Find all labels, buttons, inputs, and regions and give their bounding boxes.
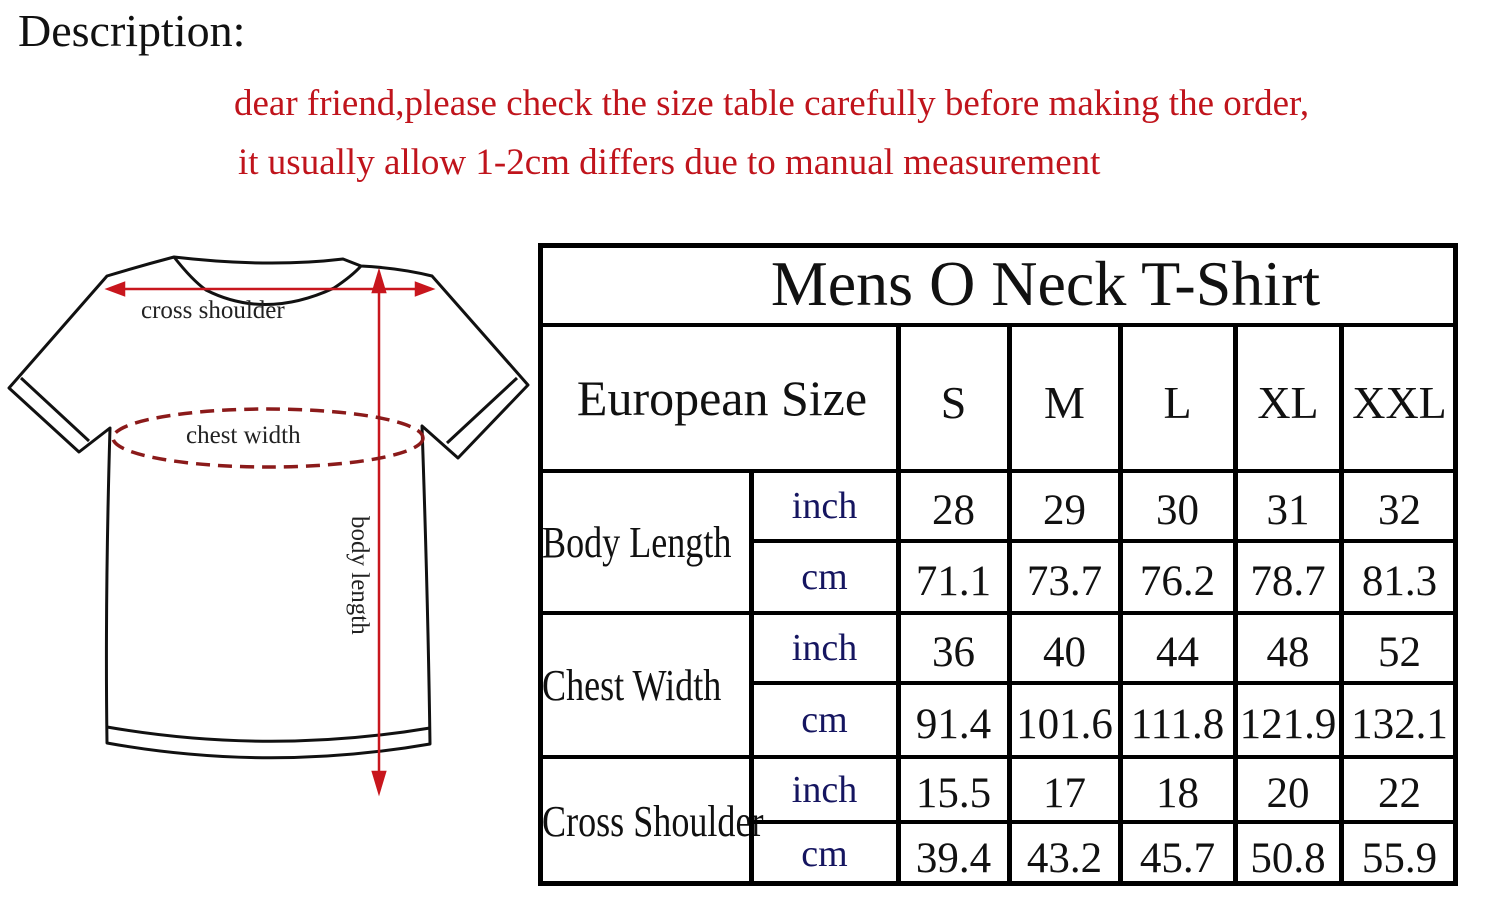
size-note-line-2: it usually allow 1-2cm differs due to ma… — [238, 142, 1101, 183]
table-border — [1118, 325, 1123, 886]
table-cell: 111.8 — [1130, 700, 1225, 748]
tshirt-outline — [7, 255, 530, 760]
size-table: Mens O Neck T-Shirt European Size S M L XL XXL… — [538, 243, 1458, 886]
size-column-header: XXL — [1352, 376, 1447, 428]
table-cell: 73.7 — [1026, 557, 1103, 605]
row-label: Body Length — [542, 517, 732, 567]
table-cell: 43.2 — [1026, 834, 1103, 882]
table-cell: 55.9 — [1361, 834, 1438, 882]
table-cell: 30 — [1156, 486, 1199, 534]
table-cell: 78.7 — [1250, 557, 1326, 605]
table-border — [751, 820, 1458, 824]
table-border — [1233, 325, 1238, 886]
table-cell: 101.6 — [1016, 700, 1113, 748]
size-header: European Size — [576, 370, 868, 426]
table-border — [1007, 325, 1012, 886]
unit-label: inch — [791, 485, 858, 527]
description-heading: Description: — [18, 5, 246, 56]
tshirt-measurement-diagram: cross shoulder chest width body length — [7, 255, 530, 797]
row-label: Chest Width — [542, 660, 722, 710]
chest-width-ellipse — [111, 407, 425, 469]
table-cell: 31 — [1266, 486, 1310, 534]
table-cell: 39.4 — [915, 834, 992, 882]
chest-width-label: chest width — [186, 422, 301, 449]
table-cell: 50.8 — [1250, 834, 1326, 882]
size-note-line-1: dear friend,please check the size table … — [234, 83, 1310, 124]
table-border — [1453, 243, 1458, 886]
table-cell: 81.3 — [1361, 557, 1438, 605]
table-cell: 36 — [932, 628, 975, 676]
table-border — [749, 471, 754, 886]
table-cell: 121.9 — [1239, 700, 1337, 748]
table-border — [538, 243, 543, 886]
table-cell: 20 — [1266, 770, 1310, 817]
row-label: Cross Shoulder — [542, 797, 764, 846]
table-cell: 29 — [1043, 486, 1086, 534]
table-cell: 40 — [1043, 628, 1086, 676]
table-cell: 71.1 — [915, 557, 992, 605]
size-column-header: S — [940, 376, 967, 428]
table-cell: 28 — [932, 486, 975, 534]
table-cell: 52 — [1378, 628, 1421, 676]
table-border — [751, 681, 1458, 685]
table-border — [538, 611, 1458, 615]
unit-label: inch — [791, 768, 858, 811]
table-cell: 44 — [1156, 628, 1199, 676]
table-cell: 76.2 — [1139, 557, 1216, 605]
table-cell: 45.7 — [1139, 834, 1216, 882]
table-cell: 48 — [1266, 628, 1310, 676]
table-cell: 91.4 — [915, 700, 992, 748]
cross-shoulder-label: cross shoulder — [141, 297, 285, 324]
table-border — [538, 755, 1458, 759]
table-border — [896, 325, 901, 886]
table-cell: 22 — [1378, 770, 1421, 817]
body-length-label: body length — [346, 516, 373, 635]
table-border — [1339, 325, 1344, 886]
table-border — [751, 539, 1458, 543]
table-cell: 18 — [1156, 770, 1199, 817]
size-column-header: XL — [1257, 376, 1319, 428]
size-column-header: M — [1044, 376, 1085, 428]
table-cell: 32 — [1378, 486, 1421, 534]
unit-label: cm — [801, 556, 848, 598]
size-column-header: L — [1163, 376, 1192, 428]
table-border — [538, 881, 1458, 886]
table-border — [538, 243, 1458, 248]
table-cell: 132.1 — [1351, 700, 1448, 748]
unit-label: cm — [801, 699, 848, 741]
table-border — [538, 323, 1458, 327]
unit-label: inch — [791, 627, 858, 669]
table-cell: 17 — [1043, 770, 1086, 817]
table-title: Mens O Neck T-Shirt — [770, 248, 1321, 319]
table-border — [538, 469, 1458, 473]
body-length-arrow — [371, 267, 387, 797]
unit-label: cm — [801, 833, 848, 875]
table-cell: 15.5 — [915, 770, 992, 817]
